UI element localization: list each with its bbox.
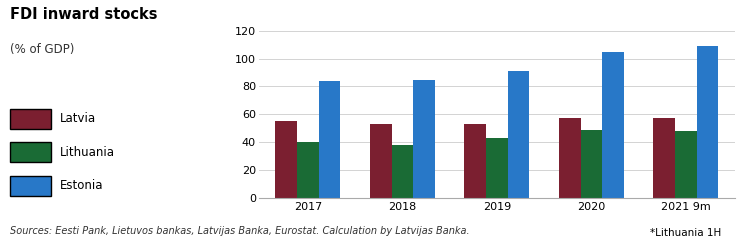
Bar [486,138,508,198]
Text: Lithuania: Lithuania [60,146,115,159]
Bar [392,145,413,198]
Bar [370,124,392,198]
Bar [297,142,319,198]
Bar [602,52,624,198]
Bar [508,71,530,198]
Text: Latvia: Latvia [60,113,96,125]
Bar [580,129,602,198]
Bar [413,79,435,198]
Text: Sources: Eesti Pank, Lietuvos bankas, Latvijas Banka, Eurostat. Calculation by L: Sources: Eesti Pank, Lietuvos bankas, La… [10,226,470,236]
Bar [464,124,486,198]
Bar [319,81,340,198]
Text: *Lithuania 1H: *Lithuania 1H [650,228,722,238]
Text: Estonia: Estonia [60,179,104,192]
Bar [697,46,718,198]
Bar [275,121,297,198]
Text: FDI inward stocks: FDI inward stocks [10,7,157,22]
Bar [675,131,697,198]
Text: (% of GDP): (% of GDP) [10,43,74,56]
Bar [559,119,580,198]
Bar [653,119,675,198]
